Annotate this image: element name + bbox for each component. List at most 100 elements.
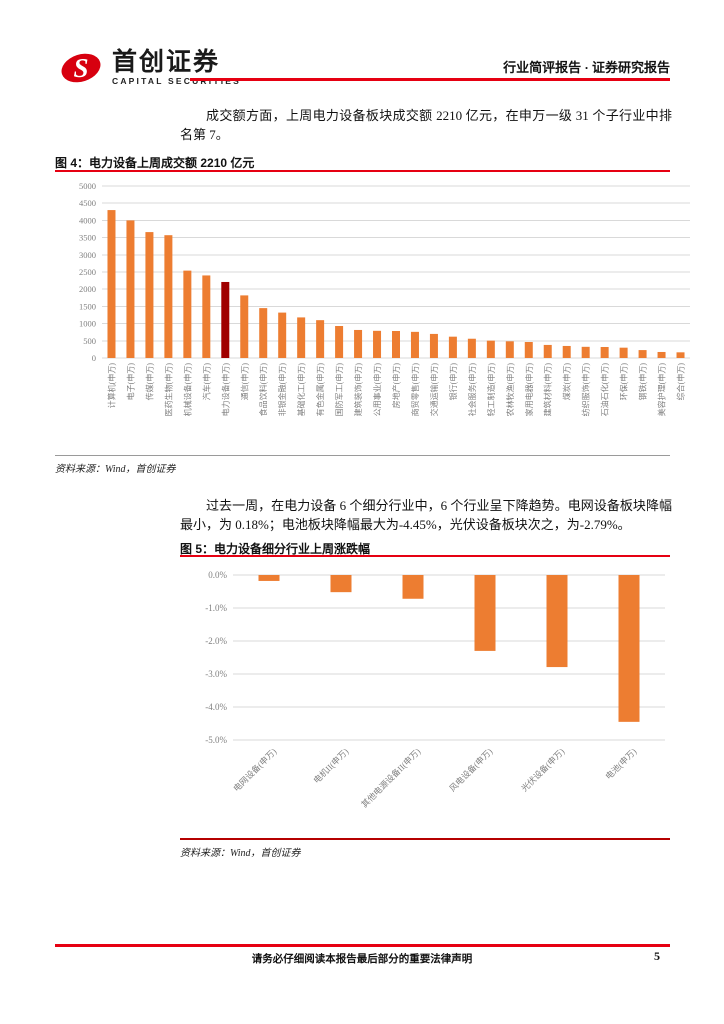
category-label: 非银金融(申万)	[277, 363, 287, 417]
category-label: 纺织服饰(申万)	[581, 363, 591, 417]
bar	[448, 336, 457, 358]
logo-text: 首创证券 CAPITAL SECURITIES	[112, 49, 242, 87]
page-number: 5	[654, 949, 660, 963]
category-label: 银行(申万)	[448, 363, 458, 401]
bar	[402, 575, 424, 599]
category-label: 农林牧渔(申万)	[505, 363, 515, 417]
svg-text:S: S	[73, 53, 88, 83]
fig5-bar-chart: 0.0% -1.0% -2.0% -3.0% -4.0% -5.0% 电网设备(申万) 电机I…	[205, 570, 665, 810]
bar	[335, 326, 344, 358]
brand-name-cn: 首创证券	[112, 49, 221, 76]
category-label: 通信(申万)	[239, 363, 249, 401]
bar	[546, 575, 568, 668]
category-label: 医药生物(申万)	[163, 363, 173, 417]
figure5-chart-area: 0.0% -1.0% -2.0% -3.0% -4.0% -5.0% 电网设备(申万) 电机I…	[178, 560, 670, 850]
category-label: 石油石化(申万)	[600, 363, 610, 417]
category-label: 建筑装饰(申万)	[353, 363, 363, 417]
y-tick-label: 4500	[79, 198, 96, 208]
category-label: 传媒(申万)	[144, 363, 154, 401]
logo-s-icon: S	[61, 53, 101, 83]
category-label: 其他电源设备II(申万)	[359, 746, 422, 809]
bar	[618, 575, 640, 722]
category-label: 煤炭(申万)	[562, 363, 572, 401]
y-tick-label: 5000	[79, 181, 96, 191]
body-paragraph-1: 成交额方面，上周电力设备板块成交额 2210 亿元，在申万一级 31 个子行业中…	[180, 108, 672, 142]
category-label: 计算机(申万)	[106, 363, 116, 409]
category-label: 钢铁(申万)	[638, 363, 648, 401]
footer-divider	[55, 944, 670, 947]
brand-name-en: CAPITAL SECURITIES	[112, 76, 242, 86]
bar	[354, 329, 363, 358]
y-tick-label: 2500	[79, 267, 96, 277]
category-label: 商贸零售(申万)	[410, 363, 420, 417]
header-divider	[190, 78, 670, 81]
bar	[474, 575, 496, 651]
figure4-chart-area: 0 500 1000 1500 2000 2500 3000 3500 4000 4500 5000…	[52, 176, 697, 461]
category-label: 风电设备(申万)	[447, 746, 494, 793]
y-tick-label: 500	[83, 336, 96, 346]
bar	[524, 342, 533, 358]
y-tick-label: 0.0%	[208, 570, 227, 580]
category-label: 综合(申万)	[676, 363, 686, 401]
category-label: 电网设备(申万)	[231, 746, 278, 793]
bar	[297, 317, 306, 358]
y-tick-label: 3000	[79, 250, 96, 260]
category-label: 电池(申万)	[603, 746, 638, 781]
category-label: 电力设备(申万)	[220, 363, 230, 417]
bar	[221, 281, 230, 358]
company-logo: S 首创证券 CAPITAL SECURITIES	[58, 48, 241, 88]
category-label: 食品饮料(申万)	[258, 363, 268, 417]
figure5-title: 图 5：电力设备细分行业上周涨跌幅	[180, 542, 371, 556]
bar	[543, 344, 552, 358]
bar	[240, 295, 249, 358]
bar	[562, 345, 571, 358]
y-tick-label: 1500	[79, 301, 96, 311]
category-label: 美容护理(申万)	[657, 363, 667, 417]
bar	[676, 352, 685, 358]
figure5-source: 资料来源：Wind，首创证券	[180, 838, 670, 859]
fig4-bar-chart: 0 500 1000 1500 2000 2500 3000 3500 4000 4500 5000…	[79, 181, 690, 417]
category-label: 轻工制造(申万)	[486, 363, 496, 417]
bar	[107, 210, 116, 358]
y-tick-label: -1.0%	[205, 603, 227, 613]
bar	[505, 341, 514, 358]
bar	[486, 340, 495, 358]
y-tick-label: -4.0%	[205, 702, 227, 712]
bar	[581, 346, 590, 358]
category-label: 交通运输(申万)	[429, 363, 439, 417]
category-label: 社会服务(申万)	[467, 363, 477, 417]
bar	[316, 320, 325, 358]
bar	[467, 338, 476, 358]
bar	[330, 575, 352, 593]
category-label: 房地产(申万)	[391, 363, 401, 409]
category-label: 汽车(申万)	[201, 363, 211, 401]
bar	[429, 333, 438, 358]
footer-disclaimer: 请务必仔细阅读本报告最后部分的重要法律声明	[251, 954, 473, 965]
category-label: 基础化工(申万)	[296, 363, 306, 417]
bar	[410, 331, 419, 358]
category-label: 建筑材料(申万)	[543, 363, 553, 417]
y-tick-label: -2.0%	[205, 636, 227, 646]
bar	[278, 312, 287, 358]
category-label: 机械设备(申万)	[182, 363, 192, 417]
figure4-title: 图 4：电力设备上周成交额 2210 亿元	[55, 156, 255, 170]
y-tick-label: 0	[92, 353, 96, 363]
y-tick-label: 2000	[79, 284, 96, 294]
bar	[183, 270, 192, 358]
bar	[373, 330, 382, 358]
y-tick-label: 4000	[79, 215, 96, 225]
category-label: 国防军工(申万)	[334, 363, 344, 417]
category-label: 家用电器(申万)	[524, 363, 534, 417]
body-paragraph-2: 过去一周，在电力设备 6 个细分行业中，6 个行业呈下降趋势。电网设备板块降幅最…	[180, 498, 672, 532]
category-label: 公用事业(申万)	[372, 363, 382, 417]
category-label: 电子(申万)	[125, 363, 135, 401]
bar	[126, 220, 135, 358]
bar	[657, 351, 666, 358]
report-type-label: 行业简评报告 · 证券研究报告	[503, 60, 670, 75]
bar	[638, 350, 647, 358]
category-label: 有色金属(申万)	[315, 363, 325, 417]
y-tick-label: 3500	[79, 233, 96, 243]
figure5-title-underline	[180, 555, 670, 557]
bar	[619, 347, 628, 358]
